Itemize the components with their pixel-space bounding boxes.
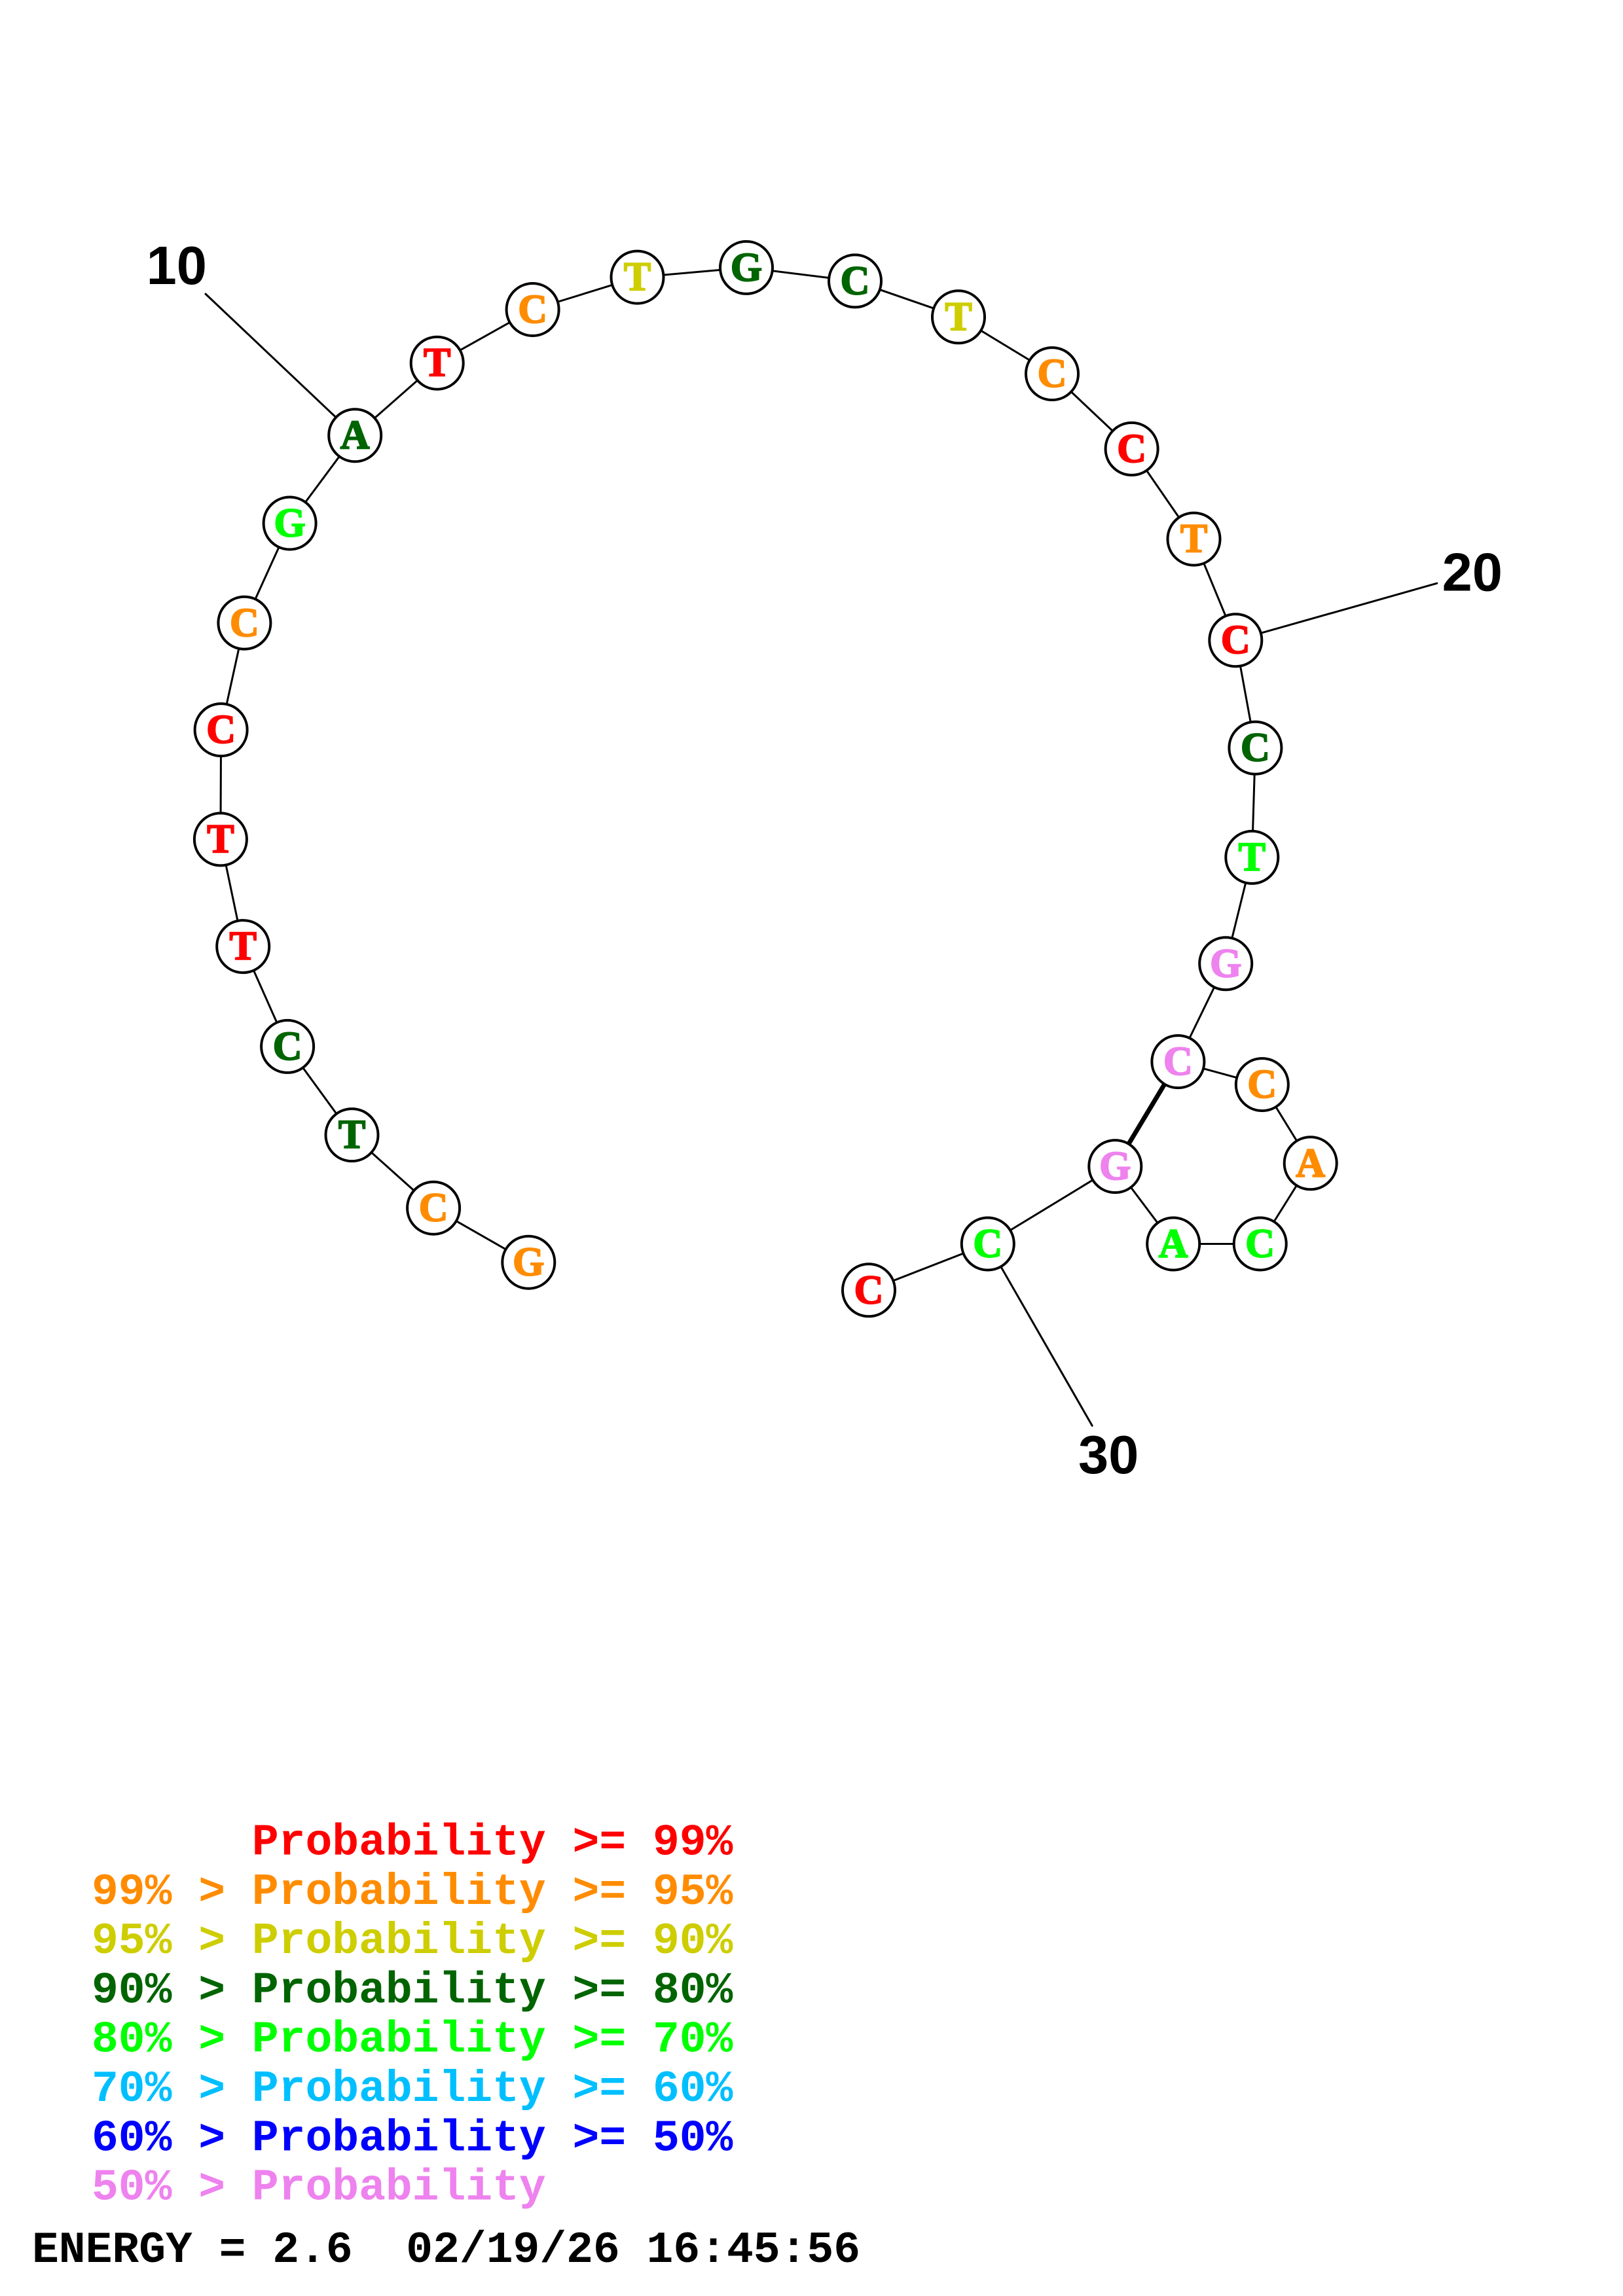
svg-text:20: 20: [1442, 542, 1503, 603]
svg-text:C: C: [841, 259, 870, 303]
svg-text:T: T: [424, 341, 450, 386]
svg-text:A: A: [340, 413, 370, 457]
svg-text:C: C: [1247, 1062, 1277, 1107]
svg-text:C: C: [230, 601, 259, 645]
svg-text:90% > Probability >= 80%: 90% > Probability >= 80%: [92, 1965, 733, 2016]
svg-text:ENERGY = 2.6 02/19/26 16:45:5: ENERGY = 2.6 02/19/26 16:45:56: [32, 2225, 860, 2276]
svg-text:30: 30: [1078, 1424, 1139, 1485]
svg-text:G: G: [731, 245, 762, 290]
svg-text:C: C: [854, 1268, 884, 1312]
svg-text:C: C: [1038, 351, 1067, 396]
svg-text:C: C: [206, 708, 236, 752]
svg-text:99% > Probability >= 95%: 99% > Probability >= 95%: [92, 1867, 733, 1918]
svg-text:T: T: [945, 295, 972, 339]
svg-text:T: T: [1180, 517, 1207, 562]
svg-text:C: C: [1163, 1039, 1193, 1084]
svg-text:T: T: [207, 817, 234, 861]
svg-text:G: G: [1099, 1144, 1131, 1189]
svg-text:T: T: [1239, 835, 1266, 880]
svg-text:80% > Probability >= 70%: 80% > Probability >= 70%: [92, 2015, 733, 2066]
svg-text:70% > Probability >= 60%: 70% > Probability >= 60%: [92, 2064, 733, 2115]
svg-text:A: A: [1296, 1141, 1325, 1185]
svg-text:Probability >= 99%: Probability >= 99%: [92, 1818, 733, 1869]
svg-text:G: G: [513, 1240, 544, 1285]
svg-text:10: 10: [147, 235, 207, 296]
svg-text:C: C: [1241, 726, 1270, 770]
svg-text:C: C: [1245, 1222, 1275, 1266]
svg-text:C: C: [1221, 618, 1250, 662]
svg-text:T: T: [230, 924, 257, 969]
svg-text:C: C: [1117, 427, 1146, 471]
svg-text:95% > Probability >= 90%: 95% > Probability >= 90%: [92, 1916, 733, 1967]
svg-text:50% > Probability: 50% > Probability: [92, 2163, 546, 2214]
svg-text:60% > Probability >= 50%: 60% > Probability >= 50%: [92, 2113, 733, 2164]
svg-text:T: T: [338, 1113, 365, 1157]
svg-text:T: T: [624, 255, 651, 300]
svg-text:C: C: [518, 287, 547, 332]
svg-text:G: G: [274, 501, 305, 546]
svg-text:C: C: [419, 1186, 448, 1230]
svg-text:C: C: [273, 1024, 302, 1069]
svg-text:C: C: [973, 1222, 1002, 1266]
svg-text:A: A: [1159, 1222, 1188, 1266]
svg-text:G: G: [1210, 941, 1241, 986]
